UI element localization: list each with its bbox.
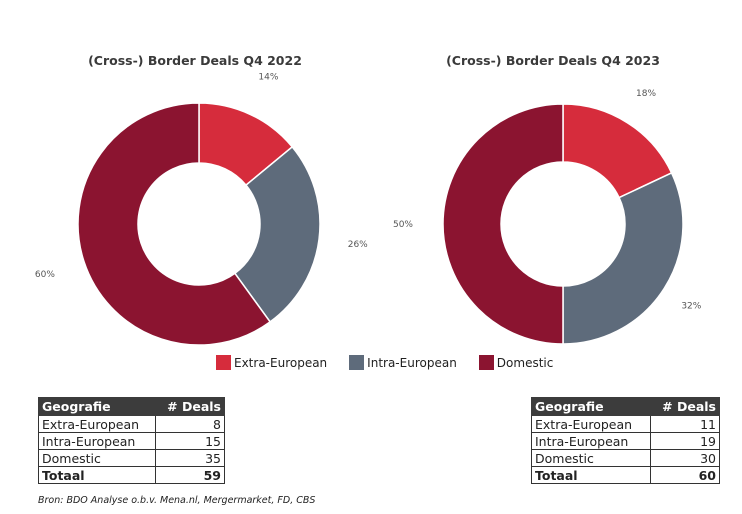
chart-title-2023: (Cross-) Border Deals Q4 2023 (446, 53, 660, 68)
legend-item-extra-european: Extra-European (216, 355, 327, 370)
legend-item-domestic: Domestic (478, 355, 554, 370)
legend: Extra-European Intra-European Domestic (216, 355, 553, 370)
cell-geografie: Domestic (531, 449, 651, 467)
chart-title-2022: (Cross-) Border Deals Q4 2022 (88, 53, 302, 68)
legend-label-intra-european: Intra-European (367, 355, 457, 370)
cell-geografie: Extra-European (531, 415, 651, 433)
table-row: Extra-European 8 (37, 415, 225, 433)
data-label-domestic: 50% (393, 220, 413, 230)
cell-deals: 11 (649, 415, 721, 433)
table-header-row: Geografie # Deals (531, 397, 721, 416)
data-label-intra-european: 32% (681, 301, 701, 311)
cell-total-value: 60 (649, 466, 721, 484)
cell-total-value: 59 (155, 466, 225, 484)
cell-total-label: Totaal (37, 466, 157, 484)
legend-swatch-intra-european (349, 355, 365, 370)
deals-table-2023: Geografie # Deals Extra-European 11 Intr… (531, 397, 721, 484)
donut-slice-intra-european (562, 171, 684, 345)
cell-geografie: Intra-European (531, 432, 651, 450)
donut-slice-domestic (77, 102, 272, 346)
cell-deals: 15 (155, 432, 225, 450)
legend-swatch-domestic (478, 355, 494, 370)
donut-slice-domestic (442, 103, 564, 345)
legend-swatch-extra-european (216, 355, 231, 370)
table-header-row: Geografie # Deals (37, 397, 225, 416)
data-label-extra-european: 18% (636, 89, 656, 99)
header-geografie: Geografie (531, 397, 651, 416)
cell-geografie: Intra-European (37, 432, 157, 450)
cell-deals: 35 (155, 449, 225, 467)
cell-deals: 19 (649, 432, 721, 450)
table-row: Intra-European 15 (37, 432, 225, 450)
cell-geografie: Extra-European (37, 415, 157, 433)
deals-table-2022: Geografie # Deals Extra-European 8 Intra… (37, 397, 225, 484)
cell-deals: 30 (649, 449, 721, 467)
data-label-intra-european: 26% (348, 240, 368, 250)
cell-total-label: Totaal (531, 466, 651, 484)
legend-label-domestic: Domestic (496, 355, 554, 370)
data-label-domestic: 60% (35, 270, 55, 280)
cell-deals: 8 (155, 415, 225, 433)
header-geografie: Geografie (37, 397, 157, 416)
header-deals: # Deals (649, 397, 721, 416)
table-row: Intra-European 19 (531, 432, 721, 450)
donut-charts: 14% 26% 60% 18% 32% 50% (35, 73, 702, 346)
donut-slice-intra-european (233, 145, 321, 323)
table-total-row: Totaal 60 (531, 466, 721, 484)
table-row: Extra-European 11 (531, 415, 721, 433)
table-row: Domestic 30 (531, 449, 721, 467)
cell-geografie: Domestic (37, 449, 157, 467)
table-row: Domestic 35 (37, 449, 225, 467)
legend-label-extra-european: Extra-European (234, 355, 328, 370)
legend-item-intra-european: Intra-European (349, 355, 457, 370)
source-note: Bron: BDO Analyse o.b.v. Mena.nl, Merger… (38, 495, 316, 506)
data-label-extra-european: 14% (258, 73, 278, 83)
header-deals: # Deals (155, 397, 225, 416)
table-total-row: Totaal 59 (37, 466, 225, 484)
